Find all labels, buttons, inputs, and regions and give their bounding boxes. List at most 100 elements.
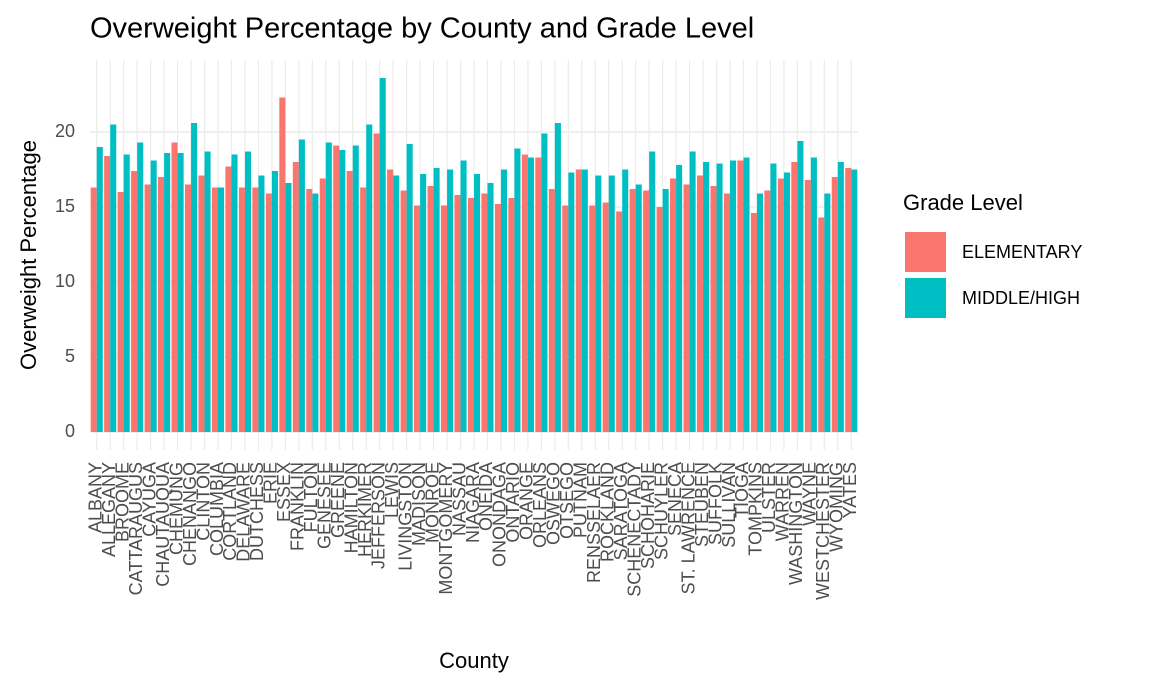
bar [710, 186, 717, 432]
bar [319, 178, 326, 432]
bar [514, 148, 521, 432]
bar [676, 165, 683, 432]
bar [824, 193, 831, 432]
bar [325, 142, 332, 432]
bar [400, 190, 407, 432]
bar [393, 175, 400, 432]
bar [649, 151, 656, 432]
bar [595, 175, 602, 432]
x-tick-label: CLINTON [193, 462, 213, 541]
x-tick-label: CATTARAUGUS [126, 462, 146, 595]
bar [137, 142, 144, 432]
y-tick-label: 20 [55, 121, 75, 141]
bar [96, 147, 103, 432]
bar [406, 144, 413, 432]
x-tick-label: ST. LAWRENCE [678, 462, 698, 594]
bar [312, 193, 319, 432]
x-tick-label: ULSTER [759, 462, 779, 533]
bar [171, 142, 178, 432]
x-tick-label: OSWEGO [544, 462, 564, 545]
x-tick-label: ORLEANS [530, 462, 550, 548]
bar [204, 151, 211, 432]
bar [191, 123, 198, 432]
bar [231, 154, 238, 432]
bar [447, 169, 454, 432]
bar [487, 183, 494, 432]
x-axis-title: County [439, 648, 509, 673]
bar [481, 193, 488, 432]
x-tick-label: ONONDAGA [490, 462, 510, 567]
x-tick-label: GREENE [328, 462, 348, 538]
bar [131, 171, 138, 432]
x-tick-label: SULLIVAN [719, 462, 739, 548]
x-tick-label: MADISON [409, 462, 429, 546]
chart-title: Overweight Percentage by County and Grad… [90, 13, 754, 45]
bar [244, 151, 252, 432]
bar [298, 139, 305, 432]
bar [804, 180, 811, 432]
x-tick-label: SUFFOLK [705, 462, 725, 545]
bar [184, 184, 192, 432]
bar [696, 175, 704, 432]
bar [689, 151, 696, 432]
bar [440, 205, 448, 432]
bar [379, 78, 386, 432]
legend-label: MIDDLE/HIGH [962, 288, 1080, 308]
x-tick-label: STEUBEN [692, 462, 712, 547]
bar [373, 133, 380, 432]
legend-key [905, 232, 946, 272]
x-tick-label: TOMPKINS [746, 462, 766, 556]
x-tick-label: DELAWARE [234, 462, 254, 562]
bar [723, 193, 730, 432]
bar [225, 166, 232, 432]
x-tick-label: ALLEGANY [99, 462, 119, 557]
bar [575, 169, 582, 432]
x-tick-label: JEFFERSON [368, 462, 388, 569]
bar [211, 187, 218, 432]
bar [258, 175, 265, 432]
x-tick-label: ESSEX [274, 462, 294, 522]
bar [352, 145, 359, 432]
bar [271, 171, 278, 432]
bar [602, 202, 609, 432]
bar [548, 189, 555, 432]
bar [810, 157, 817, 432]
x-tick-label: YATES [840, 462, 860, 518]
bar [521, 154, 528, 432]
legend-title: Grade Level [903, 190, 1023, 215]
bar [743, 157, 750, 432]
bar [737, 160, 744, 432]
bar [467, 198, 474, 432]
y-tick-label: 10 [55, 271, 75, 291]
bar [285, 183, 292, 432]
bar [123, 154, 130, 432]
bar [177, 153, 184, 432]
bar [791, 162, 798, 432]
bar [420, 174, 427, 432]
bar [500, 169, 508, 432]
bar [494, 204, 501, 432]
bar [110, 124, 117, 432]
bar [527, 157, 534, 432]
x-tick-label: ERIE [261, 462, 281, 504]
y-tick-label: 15 [55, 196, 75, 216]
x-tick-label: LIVINGSTON [395, 462, 415, 571]
bar [460, 160, 467, 432]
bar [427, 186, 434, 432]
x-tick-label: TIOGA [732, 462, 752, 518]
bar [837, 162, 844, 432]
bar [306, 189, 313, 432]
x-tick-label: MONTGOMERY [436, 462, 456, 595]
x-tick-label: DUTCHESS [247, 462, 267, 561]
x-tick-label: CHEMUNG [166, 462, 186, 555]
x-tick-label: ONTARIO [503, 462, 523, 543]
bar [608, 175, 615, 432]
x-tick-label: COLUMBIA [207, 462, 227, 556]
bar [616, 211, 623, 432]
bar [777, 178, 784, 432]
bar [339, 150, 346, 432]
bar [703, 162, 710, 432]
y-axis-title: Overweight Percentage [16, 140, 41, 370]
x-tick-label: NIAGARA [463, 462, 483, 543]
x-tick-label: PUTNAM [571, 462, 591, 538]
